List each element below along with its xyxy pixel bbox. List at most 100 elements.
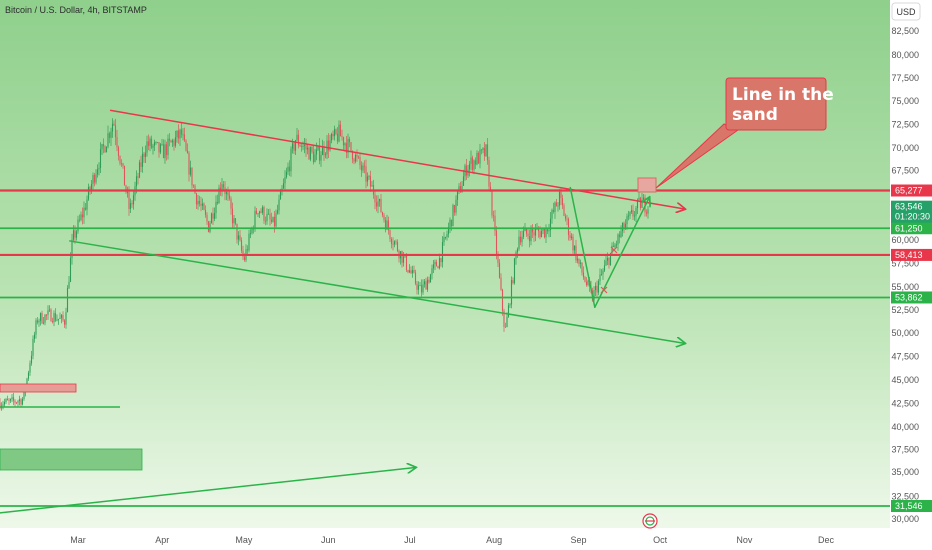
candle-body [549, 218, 552, 231]
y-tick-label: 75,000 [891, 96, 919, 106]
candle-body [162, 144, 165, 159]
candle-body [138, 162, 141, 178]
candle-body [401, 251, 403, 263]
candle-body [263, 207, 265, 221]
candle-body [347, 138, 349, 153]
candle-body [342, 137, 345, 146]
candle-body [140, 162, 142, 167]
candle-body [237, 235, 240, 240]
candle-body [234, 218, 237, 224]
candle-body [146, 141, 148, 153]
candle-body [81, 214, 84, 218]
candle-body [410, 270, 412, 274]
candle-body [213, 213, 216, 219]
candle-body [353, 159, 355, 162]
symbol-title: Bitcoin / U.S. Dollar, 4h, BITSTAMP [5, 5, 147, 15]
trendline [109, 109, 685, 209]
line-in-the-sand-annotation[interactable]: Line in the sand [637, 77, 834, 193]
x-tick-label: Nov [736, 535, 753, 545]
candle-body [132, 195, 135, 205]
candle-body [336, 133, 339, 142]
candle-body [143, 153, 145, 157]
candle-body [416, 283, 418, 290]
candle-body [419, 285, 421, 287]
candle-body [41, 313, 43, 324]
candle-body [311, 147, 313, 152]
candle-body [20, 399, 22, 405]
candle-body [303, 145, 306, 146]
candle-body [621, 222, 624, 232]
candle-body [119, 155, 121, 164]
currency-button[interactable]: USD [891, 2, 921, 21]
candle-body [45, 314, 48, 316]
candle-body [476, 152, 478, 165]
candle-body [392, 243, 394, 245]
candle-body [167, 138, 169, 156]
candle-body [470, 157, 472, 164]
candle-body [198, 200, 201, 204]
candle-body [495, 230, 498, 255]
candle-body [42, 322, 45, 324]
y-tick-label: 45,000 [891, 375, 919, 385]
candle-body [125, 185, 127, 193]
candle-body [225, 192, 228, 194]
candle-body [203, 203, 205, 210]
candle-body [288, 166, 291, 172]
candle-body [72, 230, 75, 240]
x-tick-label: May [235, 535, 253, 545]
candle-body [450, 219, 453, 227]
candle-body [582, 272, 585, 278]
candle-body [248, 233, 250, 251]
candle-body [575, 245, 577, 261]
candle-body [579, 262, 582, 264]
candle-body [458, 186, 460, 192]
candle-body [381, 212, 384, 216]
x-tick-label: Sep [570, 535, 586, 545]
candle-body [98, 167, 100, 170]
price-tag-label: 01:20:30 [895, 212, 930, 222]
candle-body [330, 133, 333, 141]
candle-body [503, 310, 505, 327]
candle-body [375, 202, 378, 207]
y-tick-label: 52,500 [891, 305, 919, 315]
candle-body [585, 281, 588, 285]
tradingview-logo-icon [642, 513, 658, 529]
candle-body [558, 191, 561, 206]
candle-body [597, 281, 600, 293]
candle-body [155, 142, 157, 143]
candle-body [204, 209, 207, 215]
price-tag-label: 63,546 [895, 202, 923, 212]
candle-body [216, 201, 219, 204]
candle-body [371, 185, 373, 187]
candle-body [233, 218, 235, 224]
candle-body [291, 143, 294, 149]
y-tick-label: 80,000 [891, 50, 919, 60]
candle-body [396, 241, 399, 251]
candle-body [21, 399, 24, 405]
candle-body [578, 258, 580, 264]
candle-body [630, 210, 633, 213]
candle-body [254, 210, 256, 230]
candle-body [423, 281, 426, 285]
candle-body [44, 314, 46, 323]
candle-body [18, 399, 21, 402]
candle-body [618, 234, 621, 238]
price-tag-label: 61,250 [895, 223, 923, 233]
candle-body [153, 142, 156, 146]
candle-body [420, 285, 423, 293]
candle-body [485, 144, 487, 156]
candle-body [356, 154, 358, 157]
candle-body [111, 123, 114, 132]
candle-body [540, 230, 543, 238]
trendline [569, 186, 596, 308]
candle-body [474, 160, 477, 165]
candle-body [282, 183, 285, 189]
candle-body [186, 150, 189, 154]
candle-body [11, 397, 13, 399]
candle-body [557, 205, 559, 207]
price-tag-label: 53,862 [895, 292, 923, 302]
candle-body [105, 146, 108, 153]
candle-body [30, 355, 33, 364]
candle-body [408, 270, 411, 273]
